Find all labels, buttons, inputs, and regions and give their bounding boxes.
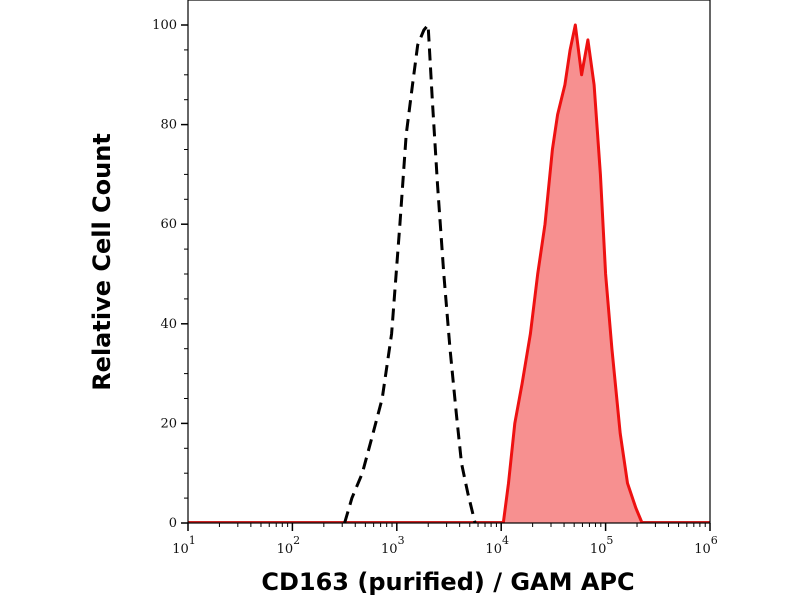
x-tick-label: 103 [381, 534, 405, 557]
y-axis-title: Relative Cell Count [88, 133, 116, 391]
ticks-layer: 101 102 103 104 105 106 0 20 40 60 80 100 [152, 18, 718, 557]
series-fill-1 [503, 25, 643, 523]
x-tick-label: 104 [485, 534, 509, 557]
plot-frame [187, 0, 711, 524]
y-tick-label: 100 [152, 18, 177, 33]
series-line-0 [343, 23, 477, 524]
x-tick-label: 101 [172, 534, 196, 557]
x-tick-label: 106 [694, 534, 718, 557]
y-tick-label: 60 [160, 217, 177, 232]
y-tick-label: 80 [160, 118, 177, 133]
x-tick-label: 102 [277, 534, 301, 557]
x-tick-label: 105 [590, 534, 614, 557]
x-axis-title: CD163 (purified) / GAM APC [261, 568, 634, 596]
series-layer [188, 23, 710, 524]
series-line-1 [501, 23, 644, 524]
y-tick-label: 20 [160, 416, 177, 431]
y-tick-label: 0 [169, 516, 177, 531]
y-tick-label: 40 [160, 317, 177, 332]
